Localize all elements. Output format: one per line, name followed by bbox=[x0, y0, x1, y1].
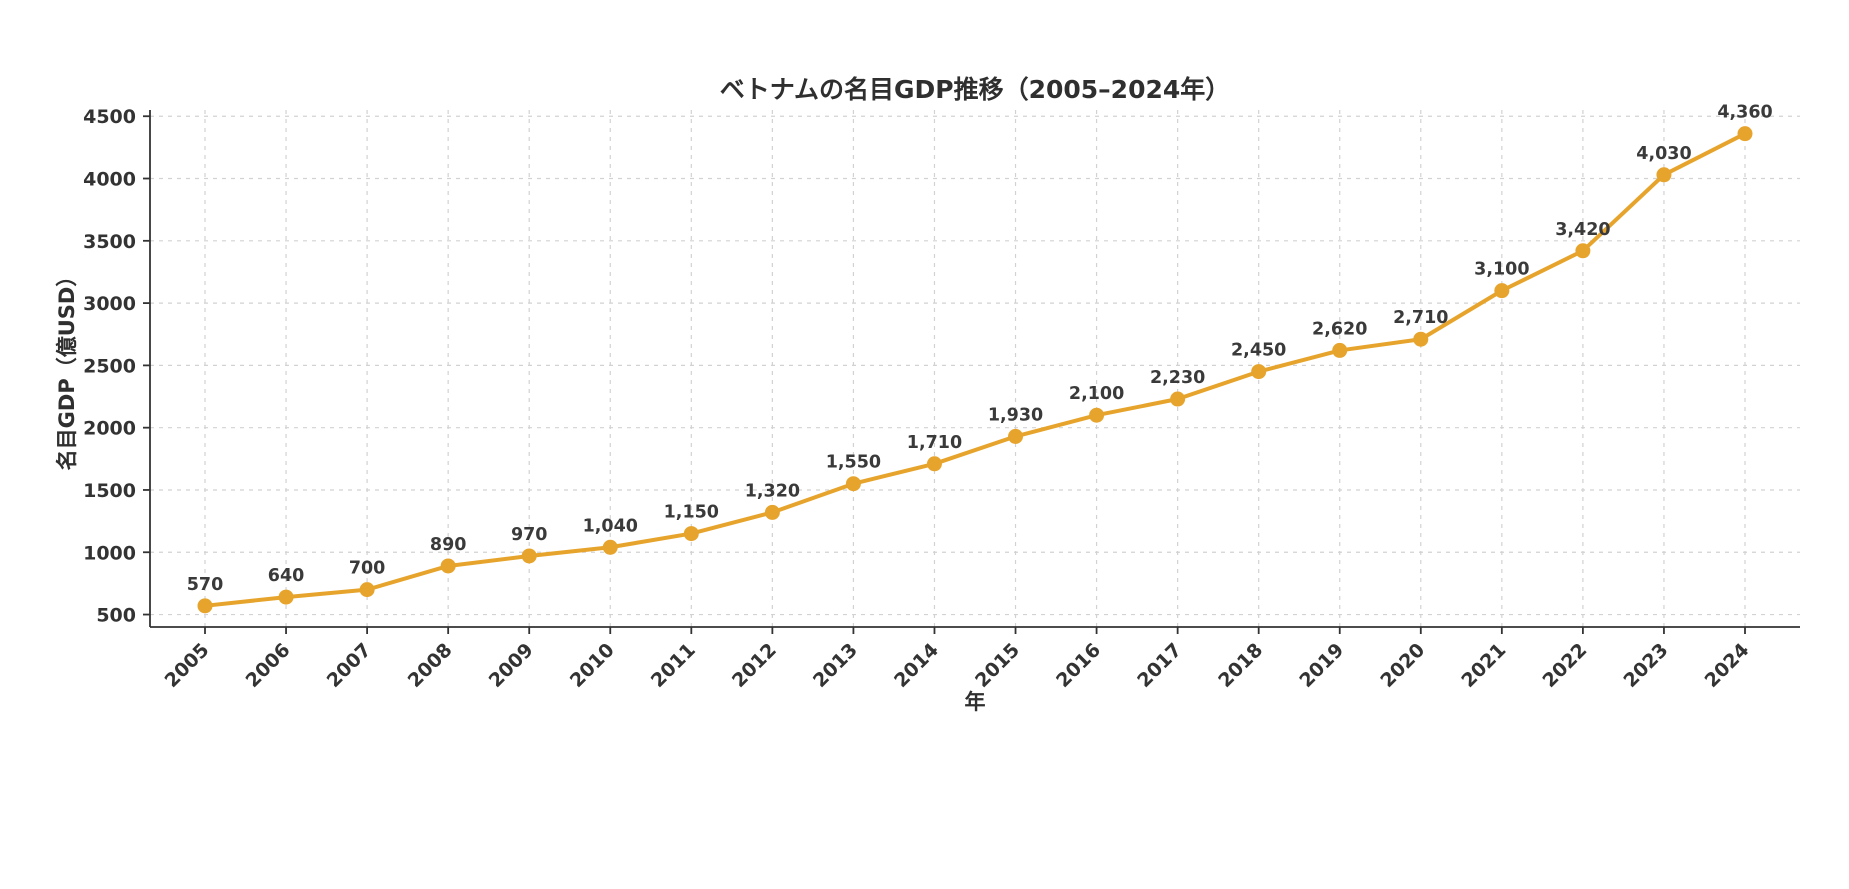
x-tick-label: 2008 bbox=[404, 639, 457, 692]
data-point-marker bbox=[1737, 126, 1753, 142]
data-point-marker bbox=[359, 582, 375, 598]
y-tick-label: 1000 bbox=[83, 542, 136, 564]
y-tick-label: 500 bbox=[96, 605, 136, 627]
x-tick-label: 2010 bbox=[566, 639, 619, 692]
x-tick-label: 2014 bbox=[890, 639, 943, 692]
x-tick-label: 2015 bbox=[971, 639, 1024, 692]
data-point-label: 570 bbox=[187, 575, 224, 595]
y-tick-label: 1500 bbox=[83, 480, 136, 502]
data-point-label: 640 bbox=[268, 566, 305, 586]
y-tick-label: 2000 bbox=[83, 418, 136, 440]
data-point-marker bbox=[845, 476, 861, 492]
data-point-marker bbox=[197, 598, 213, 614]
data-point-label: 2,620 bbox=[1312, 319, 1367, 339]
data-point-label: 700 bbox=[349, 559, 386, 579]
data-point-label: 2,230 bbox=[1150, 368, 1205, 388]
data-point-label: 1,320 bbox=[745, 481, 800, 501]
data-point-marker bbox=[1089, 407, 1105, 423]
x-tick-label: 2005 bbox=[161, 639, 214, 692]
y-tick-label: 4500 bbox=[83, 106, 136, 128]
data-point-label: 1,550 bbox=[826, 453, 881, 473]
data-point-label: 2,710 bbox=[1393, 308, 1448, 328]
x-tick-label: 2024 bbox=[1701, 639, 1754, 692]
data-point-marker bbox=[1251, 364, 1267, 380]
data-point-marker bbox=[440, 558, 456, 574]
data-point-label: 3,420 bbox=[1555, 220, 1610, 240]
x-tick-label: 2016 bbox=[1052, 639, 1105, 692]
data-point-marker bbox=[1494, 283, 1510, 299]
x-axis-label: 年 bbox=[964, 690, 986, 714]
axes: 500 1000 1500 2000 2500 3000 3500 4000 4500 2005 2… bbox=[83, 106, 1800, 692]
x-tick-label: 2013 bbox=[809, 639, 862, 692]
x-tick-label: 2018 bbox=[1214, 639, 1267, 692]
data-point-label: 1,930 bbox=[988, 405, 1043, 425]
data-point-label: 2,100 bbox=[1069, 384, 1124, 404]
x-tick-label: 2019 bbox=[1295, 639, 1348, 692]
data-point-label: 1,040 bbox=[583, 516, 638, 536]
x-tick-label: 2006 bbox=[242, 639, 295, 692]
data-point-label: 1,710 bbox=[907, 433, 962, 453]
data-point-marker bbox=[683, 526, 699, 542]
data-point-marker bbox=[764, 504, 780, 520]
x-tick-label: 2020 bbox=[1376, 639, 1429, 692]
data-point-label: 2,450 bbox=[1231, 341, 1286, 361]
data-point-marker bbox=[521, 548, 537, 564]
chart-title: ベトナムの名目GDP推移（2005–2024年） bbox=[719, 75, 1231, 104]
data-point-marker bbox=[926, 456, 942, 472]
data-point-label: 4,030 bbox=[1636, 144, 1691, 164]
data-point-label: 1,150 bbox=[664, 503, 719, 523]
data-point-marker bbox=[1008, 428, 1024, 444]
data-point-label: 970 bbox=[511, 525, 548, 545]
x-tick-label: 2017 bbox=[1133, 639, 1186, 692]
data-point-marker bbox=[278, 589, 294, 605]
data-point-label: 3,100 bbox=[1474, 260, 1529, 280]
grid-lines bbox=[150, 110, 1800, 627]
gdp-line-series bbox=[203, 131, 1747, 608]
data-point-marker bbox=[1656, 167, 1672, 183]
data-point-marker bbox=[1575, 243, 1591, 259]
data-point-marker bbox=[602, 539, 618, 555]
x-tick-label: 2011 bbox=[647, 639, 700, 692]
x-tick-label: 2007 bbox=[323, 639, 376, 692]
x-tick-label: 2022 bbox=[1538, 639, 1591, 692]
data-point-marker bbox=[1413, 331, 1429, 347]
y-tick-label: 3000 bbox=[83, 293, 136, 315]
x-tick-label: 2012 bbox=[728, 639, 781, 692]
data-point-label: 4,360 bbox=[1717, 103, 1772, 123]
y-tick-label: 4000 bbox=[83, 169, 136, 191]
data-points: 570 640 700 890 970 1,040 1,150 1,320 1,550 1,710… bbox=[187, 103, 1773, 614]
x-tick-label: 2009 bbox=[485, 639, 538, 692]
x-tick-label: 2023 bbox=[1620, 639, 1673, 692]
x-tick-label: 2021 bbox=[1457, 639, 1510, 692]
data-point-label: 890 bbox=[430, 535, 467, 555]
data-point-marker bbox=[1332, 342, 1348, 358]
data-point-marker bbox=[1170, 391, 1186, 407]
y-tick-label: 2500 bbox=[83, 355, 136, 377]
y-tick-label: 3500 bbox=[83, 231, 136, 253]
